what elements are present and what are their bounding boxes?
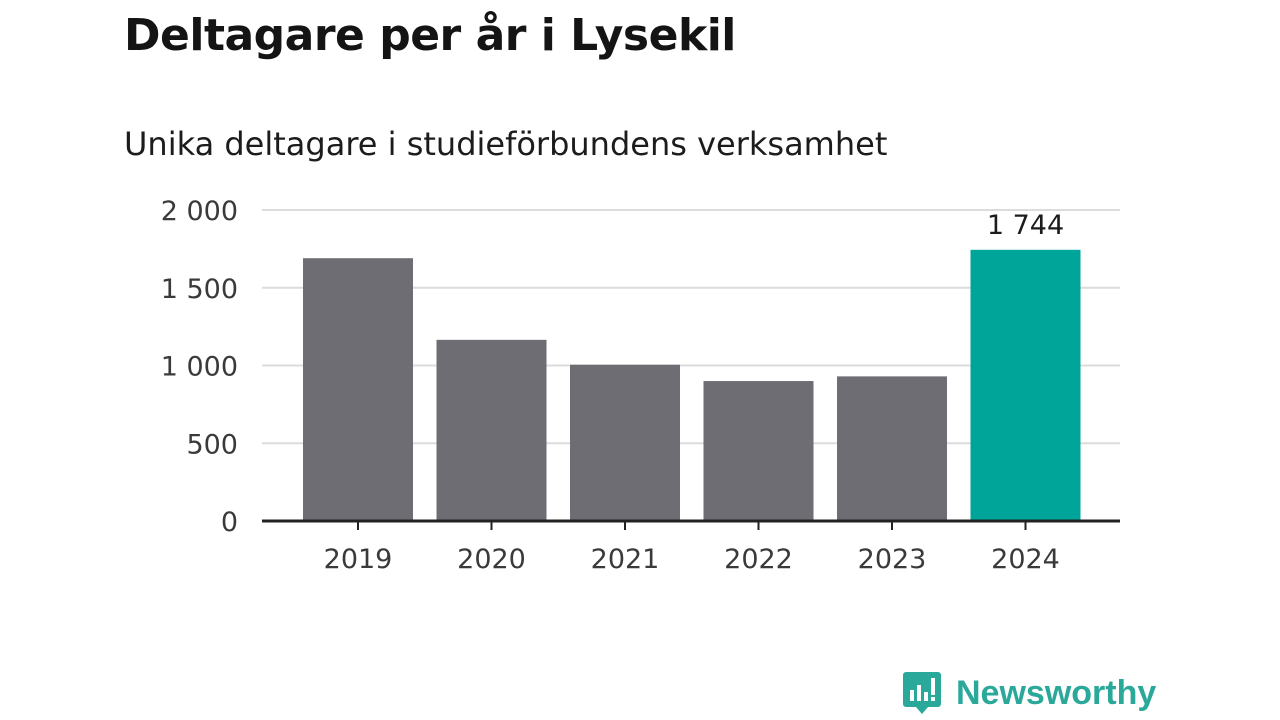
chart-subtitle: Unika deltagare i studieförbundens verks… (124, 125, 888, 163)
newsworthy-logo: Newsworthy (902, 670, 1156, 716)
bar-2022 (703, 381, 814, 521)
bar-2023 (837, 376, 947, 521)
chart-title: Deltagare per år i Lysekil (124, 10, 736, 61)
bar-2024 (970, 249, 1081, 522)
x-axis-ticks: 2019 2020 2021 2022 2023 2024 (324, 521, 1060, 575)
newsworthy-logo-icon (903, 672, 941, 714)
y-tick-label: 500 (186, 429, 238, 460)
y-tick-label: 0 (221, 507, 238, 538)
data-labels: 1 744 (987, 210, 1064, 241)
bar-2021 (570, 364, 680, 521)
x-tick-label: 2019 (324, 544, 393, 575)
y-tick-label: 1 500 (161, 274, 238, 305)
newsworthy-logo-text: Newsworthy (956, 674, 1157, 712)
bars (303, 249, 1081, 522)
bar-2020 (436, 339, 547, 521)
x-tick-label: 2020 (457, 544, 526, 575)
y-tick-label: 1 000 (161, 352, 238, 383)
data-label-2024: 1 744 (987, 210, 1064, 241)
x-tick-label: 2021 (591, 544, 660, 575)
x-tick-label: 2022 (724, 544, 793, 575)
x-tick-label: 2024 (991, 544, 1060, 575)
y-tick-label: 2 000 (161, 196, 238, 227)
bar-2019 (303, 258, 413, 521)
y-axis-ticks: 0 500 1 000 1 500 2 000 (161, 196, 238, 538)
x-tick-label: 2023 (858, 544, 927, 575)
